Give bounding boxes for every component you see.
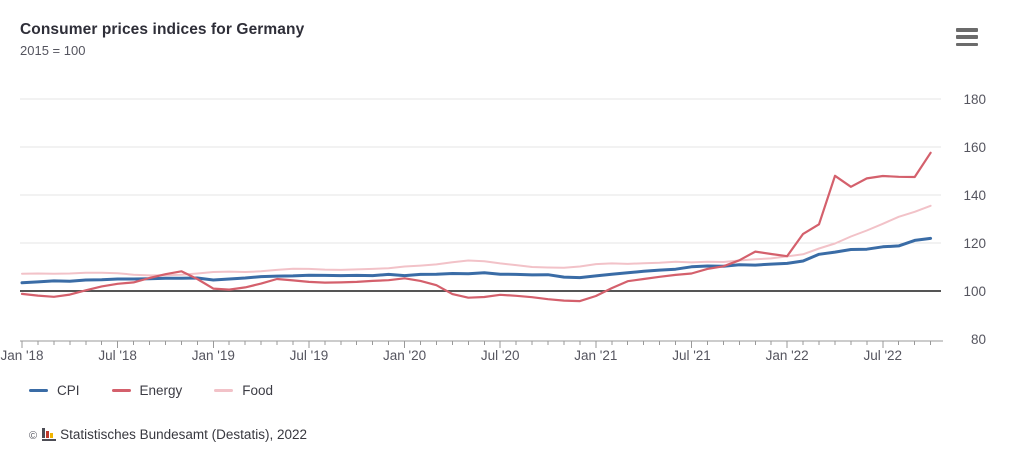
- logo-bar: [50, 433, 54, 438]
- y-axis-label-100: 100: [963, 284, 986, 299]
- source-attribution: © Statistisches Bundesamt (Destatis), 20…: [29, 427, 307, 442]
- x-axis-label-Jul18: Jul '18: [98, 348, 137, 363]
- energy-line-swatch-icon: [111, 389, 131, 392]
- x-axis-label-Jan22: Jan '22: [766, 348, 809, 363]
- x-axis-label-Jul21: Jul '21: [672, 348, 711, 363]
- legend-item-food[interactable]: Food: [214, 383, 273, 398]
- logo-bar: [42, 428, 46, 438]
- chart-legend: CPI Energy Food: [29, 383, 273, 398]
- copyright-symbol: ©: [29, 429, 38, 442]
- x-axis-label-Jan19: Jan '19: [192, 348, 235, 363]
- legend-label-energy: Energy: [139, 383, 183, 398]
- y-axis-label-140: 140: [963, 188, 986, 203]
- chart-context-menu-button[interactable]: [956, 27, 980, 47]
- line-chart-plot-area: 80 100 120 140 160 180 Jan '18 Jul '18 Jan '19 Ju…: [0, 92, 986, 363]
- x-axis-label-Jul19: Jul '19: [290, 348, 329, 363]
- legend-item-cpi[interactable]: CPI: [29, 383, 80, 398]
- x-axis-label-Jan18: Jan '18: [0, 348, 43, 363]
- cpi-line-swatch-icon: [29, 389, 48, 392]
- x-axis-label-Jan21: Jan '21: [574, 348, 617, 363]
- logo-baseline: [42, 439, 57, 441]
- chart-title: Consumer prices indices for Germany: [20, 21, 305, 38]
- legend-label-food: Food: [242, 383, 274, 398]
- y-axis-label-120: 120: [963, 236, 986, 251]
- x-axis-label-Jan20: Jan '20: [383, 348, 426, 363]
- y-axis-label-80: 80: [971, 332, 986, 347]
- legend-item-energy[interactable]: Energy: [111, 383, 183, 398]
- food-line-swatch-icon: [214, 389, 234, 392]
- legend-label-cpi: CPI: [57, 383, 80, 398]
- source-text: Statistisches Bundesamt (Destatis), 2022: [60, 427, 307, 442]
- y-axis-label-160: 160: [963, 140, 986, 155]
- series-line-energy[interactable]: [20, 151, 932, 303]
- series-line-cpi[interactable]: [20, 236, 933, 285]
- x-axis-label-Jul22: Jul '22: [863, 348, 902, 363]
- logo-bar: [46, 431, 50, 438]
- y-axis-label-180: 180: [963, 92, 986, 107]
- destatis-bar-chart-icon: [42, 428, 57, 441]
- series-line-food[interactable]: [21, 204, 932, 277]
- chart-subtitle: 2015 = 100: [20, 43, 86, 58]
- x-axis-label-Jul20: Jul '20: [481, 348, 520, 363]
